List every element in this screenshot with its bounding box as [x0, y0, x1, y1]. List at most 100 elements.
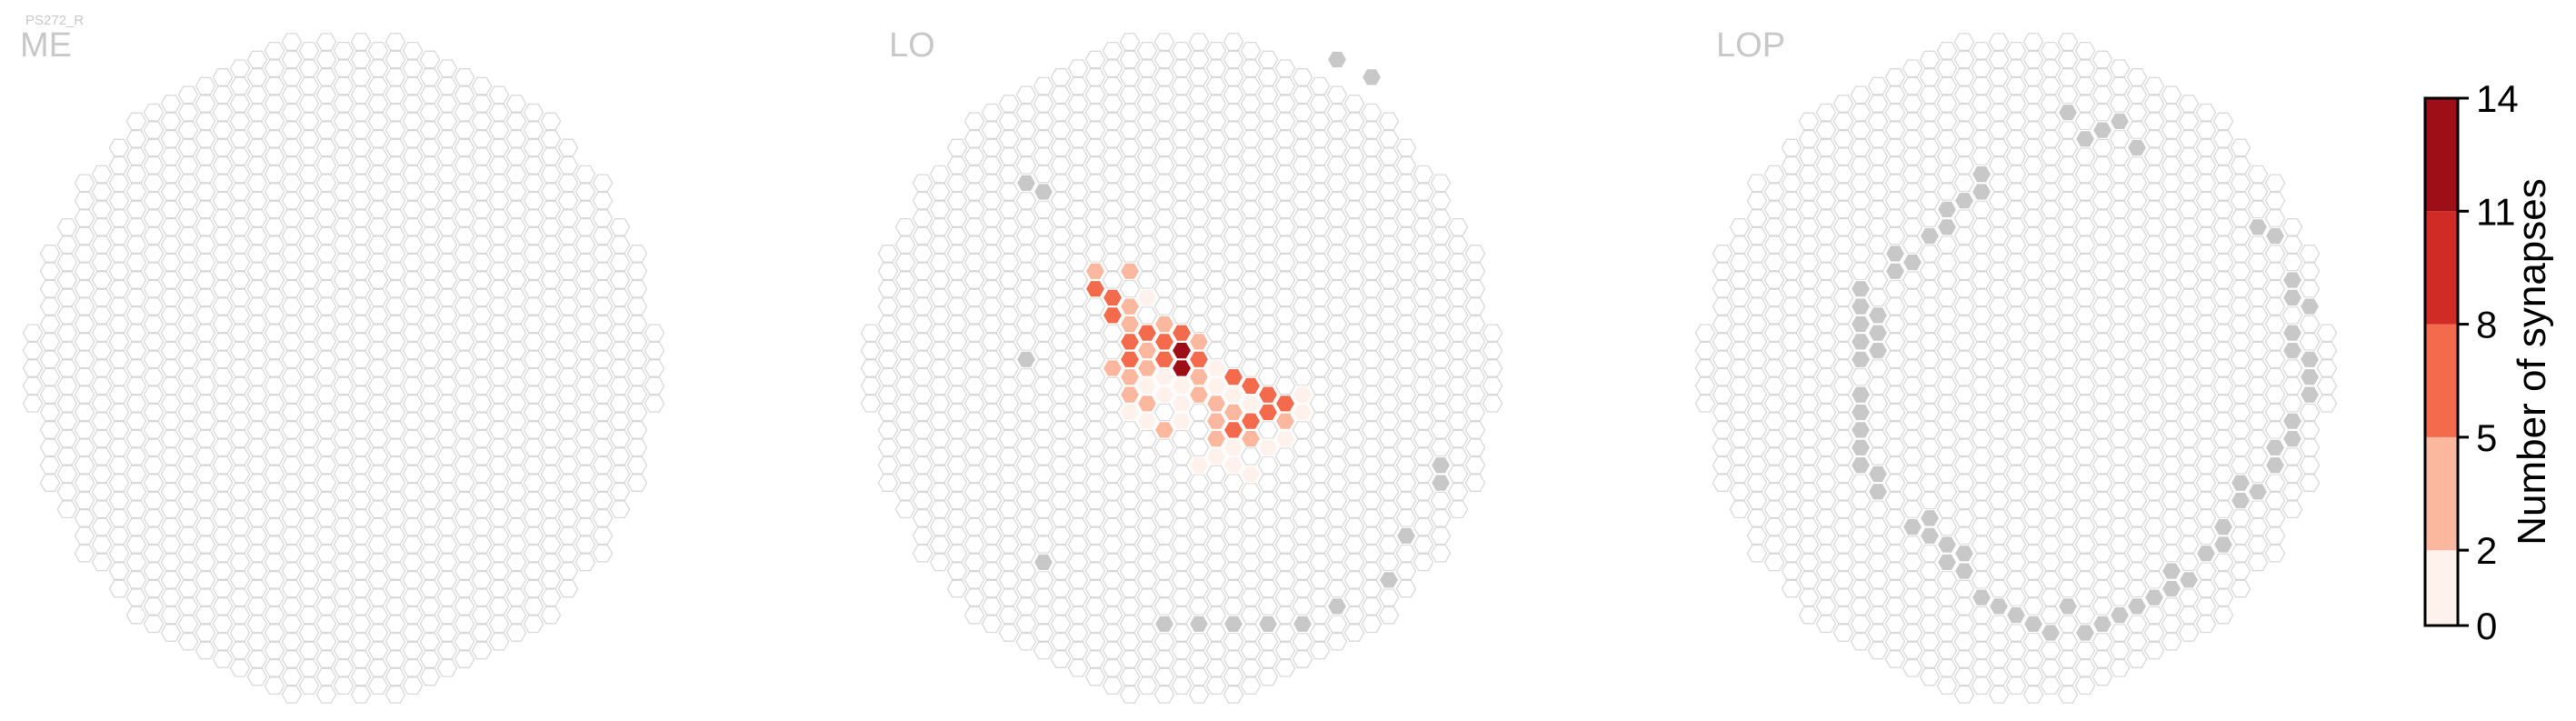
hex-empty — [436, 59, 458, 78]
hex-empty — [1464, 279, 1486, 298]
hex-empty — [2143, 553, 2165, 572]
hex-empty — [540, 129, 562, 148]
hex-empty — [367, 235, 389, 255]
hex-empty — [2281, 482, 2303, 501]
hex-empty — [1763, 429, 1785, 448]
hex-empty — [2126, 121, 2148, 139]
hex-empty — [419, 367, 441, 386]
hex-empty — [523, 544, 544, 563]
hex-empty — [333, 217, 354, 236]
hex-empty — [1361, 579, 1383, 598]
hex-empty — [557, 174, 579, 193]
hex-empty — [488, 350, 510, 369]
hex-empty — [609, 376, 631, 396]
hex-empty — [609, 235, 631, 255]
hex-empty — [1033, 517, 1054, 536]
hex-empty — [384, 615, 406, 634]
hex-empty — [402, 412, 424, 431]
hex-empty — [419, 50, 441, 69]
hex-empty — [1050, 562, 1072, 580]
hex-empty — [1309, 235, 1331, 255]
hex-empty — [2005, 165, 2027, 184]
hex-empty — [1102, 588, 1123, 607]
hex-empty — [574, 305, 596, 325]
hex-empty — [39, 297, 61, 315]
hex-empty — [367, 553, 389, 572]
hex-empty — [488, 333, 510, 351]
hex-boundary — [2264, 456, 2286, 475]
hex-empty — [2212, 606, 2234, 625]
hex-empty — [1326, 491, 1348, 510]
hex-empty — [264, 183, 285, 201]
hex-empty — [1153, 597, 1175, 616]
hex-empty — [160, 147, 182, 166]
hex-empty — [2161, 138, 2182, 157]
hex-empty — [592, 509, 614, 527]
hex-empty — [1136, 217, 1158, 236]
hex-empty — [1050, 386, 1072, 404]
hex-empty — [2247, 465, 2269, 484]
hex-boundary — [2247, 482, 2269, 501]
hex-empty — [1395, 579, 1417, 598]
hex-empty — [2022, 33, 2044, 51]
hex-empty — [264, 606, 285, 625]
hex-empty — [1729, 394, 1751, 413]
hex-empty — [2230, 297, 2252, 315]
hex-empty — [1067, 147, 1089, 166]
hex-empty — [2022, 333, 2044, 351]
hex-empty — [1694, 341, 1716, 360]
hex-empty — [333, 112, 354, 131]
hex-empty — [315, 315, 337, 334]
hex-empty — [246, 438, 268, 457]
hex-empty — [212, 191, 234, 210]
hex-empty — [1153, 262, 1175, 281]
hex-empty — [1395, 333, 1417, 351]
hex-empty — [1832, 271, 1854, 289]
hex-empty — [1067, 624, 1089, 642]
hex-empty — [2247, 394, 2269, 413]
hex-empty — [74, 456, 95, 475]
hex-boundary — [1971, 183, 1992, 201]
hex-empty — [2057, 526, 2079, 546]
hex-empty — [894, 412, 916, 431]
hex-empty — [1884, 615, 1906, 634]
hex-synapse — [1171, 395, 1193, 413]
hex-empty — [436, 570, 458, 589]
hex-empty — [2126, 579, 2148, 598]
colorbar-tick-label: 5 — [2476, 416, 2497, 459]
hex-empty — [2074, 570, 2096, 589]
hex-empty — [964, 553, 985, 572]
hex-empty — [1988, 456, 2010, 475]
hex-empty — [2143, 517, 2165, 536]
hex-empty — [436, 200, 458, 219]
hex-boundary — [2126, 138, 2148, 157]
hex-empty — [281, 438, 303, 457]
hex-empty — [1953, 421, 1975, 439]
hex-synapse — [1171, 341, 1193, 360]
hex-empty — [454, 597, 475, 616]
hex-empty — [2143, 412, 2165, 431]
hex-empty — [609, 412, 631, 431]
hex-empty — [1867, 95, 1889, 113]
hex-empty — [246, 245, 268, 263]
hex-empty — [912, 367, 934, 386]
hex-boundary — [1867, 465, 1889, 484]
hex-empty — [2230, 386, 2252, 404]
hex-empty — [1361, 262, 1383, 281]
hex-empty — [1292, 474, 1313, 492]
hex-empty — [367, 624, 389, 642]
hex-empty — [540, 183, 562, 201]
hex-empty — [333, 482, 354, 501]
hex-empty — [1902, 359, 1923, 377]
hex-empty — [402, 235, 424, 255]
hex-empty — [2126, 403, 2148, 422]
hex-empty — [384, 191, 406, 210]
hex-empty — [1015, 615, 1037, 634]
hex-empty — [229, 324, 251, 343]
hex-empty — [2161, 367, 2182, 386]
hex-empty — [540, 500, 562, 519]
hex-empty — [2299, 245, 2321, 263]
hex-empty — [471, 253, 493, 272]
hex-empty — [143, 597, 165, 616]
hex-empty — [505, 129, 527, 148]
